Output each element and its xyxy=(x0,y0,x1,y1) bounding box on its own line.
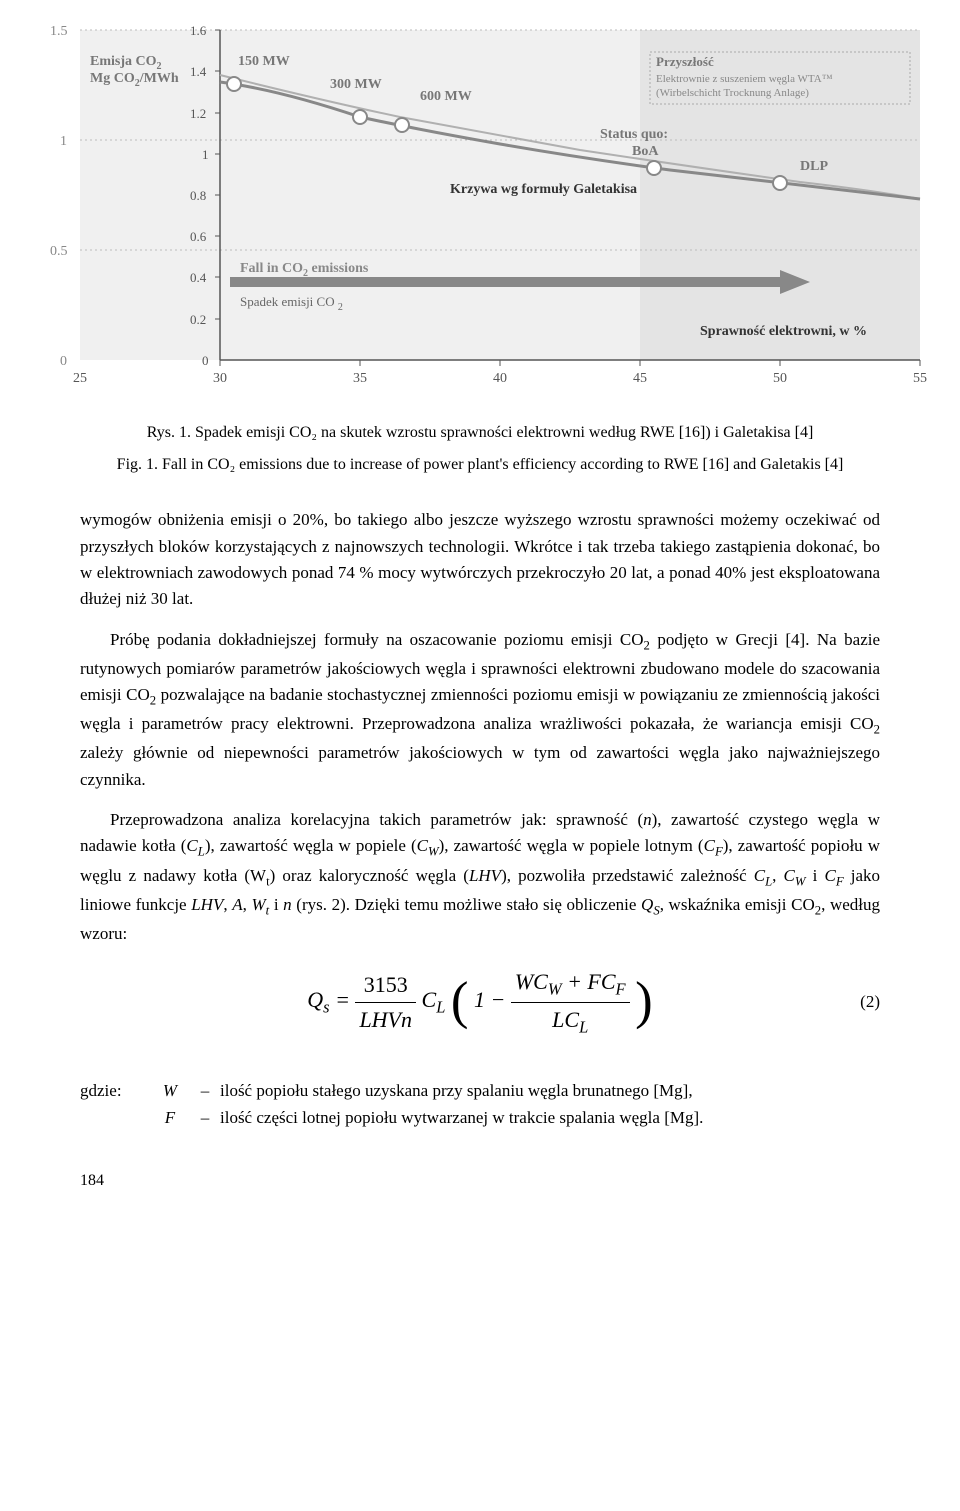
status-quo-label: Status quo: xyxy=(600,127,668,142)
page-number: 184 xyxy=(0,1132,960,1210)
formula-number: (2) xyxy=(860,989,880,1015)
formula: Qs = 3153LHVn CL ( 1 − WCW + FCF LCL ) (… xyxy=(80,967,880,1037)
defs-text: ilość części lotnej popiołu wytwarzanej … xyxy=(220,1104,880,1131)
marker-300mw xyxy=(353,110,367,124)
chart-svg: 1.5 1 0.5 0 Emisja CO2 Mg CO2/MWh 1.6 1.… xyxy=(20,10,940,390)
svg-text:40: 40 xyxy=(493,371,507,386)
svg-text:35: 35 xyxy=(353,371,367,386)
future-sub: Elektrownie z suszeniem węgla WTA™ xyxy=(656,73,833,85)
marker-label: 600 MW xyxy=(420,89,472,104)
marker-150mw xyxy=(227,77,241,91)
svg-text:1.4: 1.4 xyxy=(190,64,207,79)
svg-text:1.6: 1.6 xyxy=(190,23,207,38)
paragraph-2: Próbę podania dokładniejszej formuły na … xyxy=(80,627,880,793)
svg-text:0.2: 0.2 xyxy=(190,312,206,327)
svg-text:0.6: 0.6 xyxy=(190,229,207,244)
xaxis-label: Sprawność elektrowni, w % xyxy=(700,324,867,339)
future-sub: (Wirbelschicht Trocknung Anlage) xyxy=(656,87,809,99)
marker-label: 150 MW xyxy=(238,54,290,69)
future-label: Przyszłość xyxy=(656,54,714,69)
body-text: wymogów obniżenia emisji o 20%, bo takie… xyxy=(0,507,960,1037)
outer-ytick: 0.5 xyxy=(50,244,68,259)
svg-text:0: 0 xyxy=(202,353,209,368)
marker-600mw xyxy=(395,118,409,132)
svg-text:1.2: 1.2 xyxy=(190,106,206,121)
paragraph-1: wymogów obniżenia emisji o 20%, bo takie… xyxy=(80,507,880,612)
svg-text:25: 25 xyxy=(73,371,87,386)
svg-text:50: 50 xyxy=(773,371,787,386)
svg-text:30: 30 xyxy=(213,371,227,386)
outer-ytick: 1 xyxy=(60,134,67,149)
defs-symbol: F xyxy=(150,1104,190,1131)
svg-text:1: 1 xyxy=(202,147,209,162)
figure-caption: Rys. 1. Spadek emisji CO₂ na skutek wzro… xyxy=(40,420,920,477)
marker-dlp xyxy=(773,176,787,190)
marker-label: DLP xyxy=(800,159,828,174)
marker-boa xyxy=(647,161,661,175)
emissions-chart: 1.5 1 0.5 0 Emisja CO2 Mg CO2/MWh 1.6 1.… xyxy=(0,0,960,400)
outer-ytick: 1.5 xyxy=(50,24,68,39)
svg-text:55: 55 xyxy=(913,371,927,386)
caption-fig: Fig. 1. Fall in CO₂ emissions due to inc… xyxy=(117,456,844,473)
outer-ytick: 0 xyxy=(60,354,67,369)
definitions: gdzie: W – ilość popiołu stałego uzyskan… xyxy=(0,1057,960,1131)
svg-text:0.8: 0.8 xyxy=(190,188,206,203)
caption-rys: Rys. 1. Spadek emisji CO₂ na skutek wzro… xyxy=(147,424,814,441)
defs-text: ilość popiołu stałego uzyskana przy spal… xyxy=(220,1077,880,1104)
svg-text:0.4: 0.4 xyxy=(190,270,207,285)
defs-lead: gdzie: xyxy=(80,1077,150,1104)
galetakis-label: Krzywa wg formuły Galetakisa xyxy=(450,182,637,197)
status-quo-label: BoA xyxy=(632,144,659,159)
svg-text:45: 45 xyxy=(633,371,647,386)
defs-symbol: W xyxy=(150,1077,190,1104)
paragraph-3: Przeprowadzona analiza korelacyjna takic… xyxy=(80,807,880,947)
marker-label: 300 MW xyxy=(330,77,382,92)
